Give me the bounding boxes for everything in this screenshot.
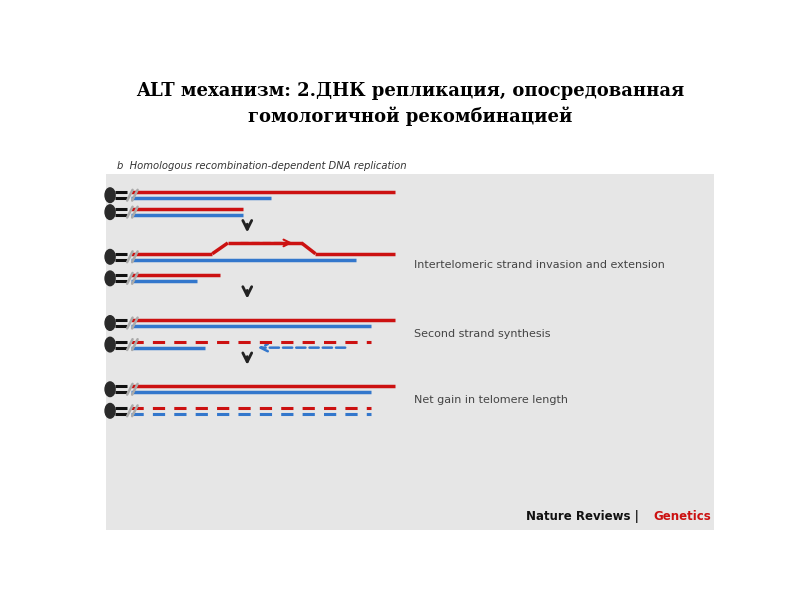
Ellipse shape (105, 382, 115, 397)
Text: ALT механизм: 2.ДНК репликация, опосредованная: ALT механизм: 2.ДНК репликация, опосредо… (136, 82, 684, 100)
Ellipse shape (105, 205, 115, 220)
Bar (106, 175, 714, 530)
Ellipse shape (105, 403, 115, 418)
Text: гомологичной рекомбинацией: гомологичной рекомбинацией (248, 107, 572, 127)
Text: Nature Reviews |: Nature Reviews | (526, 510, 643, 523)
Ellipse shape (105, 316, 115, 331)
Ellipse shape (105, 188, 115, 203)
Text: Net gain in telomere length: Net gain in telomere length (414, 395, 568, 405)
Ellipse shape (105, 250, 115, 264)
Text: b  Homologous recombination-dependent DNA replication: b Homologous recombination-dependent DNA… (117, 161, 406, 171)
Text: Intertelomeric strand invasion and extension: Intertelomeric strand invasion and exten… (414, 259, 665, 269)
Text: Genetics: Genetics (654, 510, 711, 523)
Ellipse shape (105, 271, 115, 286)
Ellipse shape (105, 337, 115, 352)
Text: Second strand synthesis: Second strand synthesis (414, 329, 550, 339)
